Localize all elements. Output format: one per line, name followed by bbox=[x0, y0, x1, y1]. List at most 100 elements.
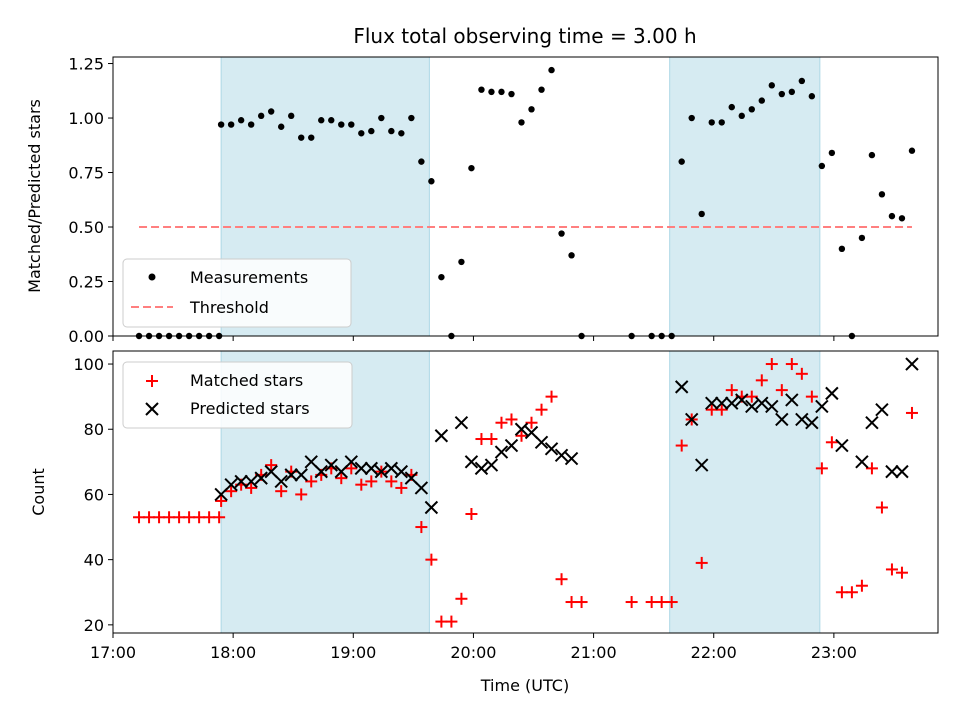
matched-star-point bbox=[395, 481, 408, 494]
bottom-plot-frame bbox=[112, 350, 939, 634]
x-stroke bbox=[564, 451, 579, 466]
matched-star-point bbox=[355, 478, 368, 491]
matched-star-point bbox=[335, 472, 348, 485]
matched-star-point bbox=[225, 485, 238, 498]
measurement-point bbox=[247, 121, 255, 128]
matched-star-point bbox=[805, 390, 818, 403]
matched-star-point bbox=[385, 475, 398, 488]
legend-measurements-marker bbox=[148, 273, 156, 281]
x-stroke bbox=[745, 399, 759, 414]
matched-star-point bbox=[133, 511, 146, 524]
matched-star-point bbox=[203, 511, 216, 524]
matched-star-point bbox=[183, 511, 196, 524]
y-tick-label: 100 bbox=[73, 355, 104, 374]
matched-star-point bbox=[153, 511, 166, 524]
predicted-star-point bbox=[564, 451, 579, 466]
top-legend: Measurements Threshold bbox=[122, 258, 352, 328]
matched-star-point bbox=[415, 521, 428, 534]
predicted-star-point bbox=[544, 442, 559, 456]
x-stroke bbox=[715, 396, 729, 410]
predicted-star-point bbox=[534, 435, 549, 449]
x-tick-label: 23:00 bbox=[811, 643, 857, 662]
predicted-star-point bbox=[795, 412, 809, 427]
x-stroke bbox=[274, 474, 288, 489]
x-stroke bbox=[855, 455, 869, 469]
x-stroke bbox=[815, 399, 829, 414]
measurement-point bbox=[408, 114, 415, 122]
predicted-star-point bbox=[735, 393, 749, 407]
matched-star-point bbox=[275, 485, 288, 498]
measurement-point bbox=[458, 258, 465, 266]
x-tick-label: 17:00 bbox=[90, 643, 136, 662]
measurement-point bbox=[428, 178, 435, 185]
top-axis-ticks: 0.00 0.25 0.50 0.75 1.00 1.25 bbox=[68, 55, 835, 346]
x-stroke bbox=[354, 461, 369, 476]
measurement-point bbox=[528, 106, 535, 113]
x-stroke bbox=[785, 393, 799, 407]
x-stroke bbox=[725, 396, 739, 410]
x-stroke bbox=[684, 412, 699, 427]
predicted-star-point bbox=[494, 445, 509, 459]
measurement-point bbox=[388, 127, 395, 135]
measurement-point bbox=[538, 86, 545, 93]
top-series bbox=[135, 66, 916, 340]
x-stroke bbox=[454, 416, 469, 430]
predicted-star-point bbox=[865, 416, 879, 430]
predicted-star-point bbox=[244, 474, 258, 489]
top-legend-box bbox=[122, 258, 352, 328]
predicted-star-point bbox=[454, 416, 469, 430]
matched-star-point bbox=[835, 586, 848, 599]
predicted-star-point bbox=[434, 429, 449, 443]
matched-star-point bbox=[295, 488, 308, 501]
x-stroke bbox=[264, 464, 278, 479]
x-stroke bbox=[504, 438, 519, 453]
measurement-point bbox=[898, 215, 906, 222]
matched-star-point bbox=[575, 596, 588, 609]
x-stroke bbox=[674, 380, 689, 394]
matched-star-point bbox=[213, 511, 226, 524]
measurement-point bbox=[738, 112, 745, 120]
x-stroke bbox=[424, 500, 439, 515]
measurement-point bbox=[518, 119, 525, 126]
measurement-point bbox=[298, 134, 305, 141]
measurement-point bbox=[438, 273, 445, 281]
y-tick-label: 0.00 bbox=[68, 327, 104, 346]
top-plot-frame bbox=[112, 56, 939, 337]
x-stroke bbox=[905, 357, 919, 371]
predicted-star-point bbox=[765, 399, 779, 414]
shaded-interval bbox=[669, 351, 820, 633]
bottom-legend-box bbox=[122, 361, 353, 429]
predicted-star-point bbox=[314, 464, 328, 479]
y-tick-label: 20 bbox=[84, 616, 104, 635]
x-stroke bbox=[234, 474, 248, 489]
measurement-point bbox=[718, 119, 725, 126]
matched-star-point bbox=[265, 459, 278, 472]
measurement-point bbox=[478, 86, 485, 93]
matched-star-point bbox=[815, 462, 828, 475]
matched-star-point bbox=[425, 553, 438, 566]
legend-matched-marker bbox=[146, 375, 158, 387]
x-stroke bbox=[374, 464, 389, 479]
x-stroke bbox=[254, 471, 268, 485]
predicted-star-point bbox=[684, 412, 699, 427]
matched-star-point bbox=[775, 384, 788, 397]
matched-star-point bbox=[655, 596, 668, 609]
measurement-point bbox=[878, 191, 886, 198]
measurement-point bbox=[227, 121, 235, 128]
x-stroke bbox=[494, 445, 509, 459]
matched-star-point bbox=[245, 481, 258, 494]
matched-star-point bbox=[825, 436, 838, 449]
x-tick-label: 19:00 bbox=[330, 643, 376, 662]
measurement-point bbox=[908, 147, 916, 154]
x-stroke bbox=[244, 474, 258, 489]
measurement-point bbox=[488, 88, 495, 96]
top-y-axis-label: Matched/Predicted stars bbox=[25, 99, 44, 293]
x-stroke bbox=[514, 422, 529, 436]
y-tick-label: 60 bbox=[84, 485, 104, 504]
measurement-point bbox=[678, 158, 685, 165]
legend-threshold-label: Threshold bbox=[189, 298, 269, 317]
predicted-star-point bbox=[674, 380, 689, 394]
measurement-point bbox=[398, 130, 405, 137]
predicted-star-point bbox=[815, 399, 829, 414]
